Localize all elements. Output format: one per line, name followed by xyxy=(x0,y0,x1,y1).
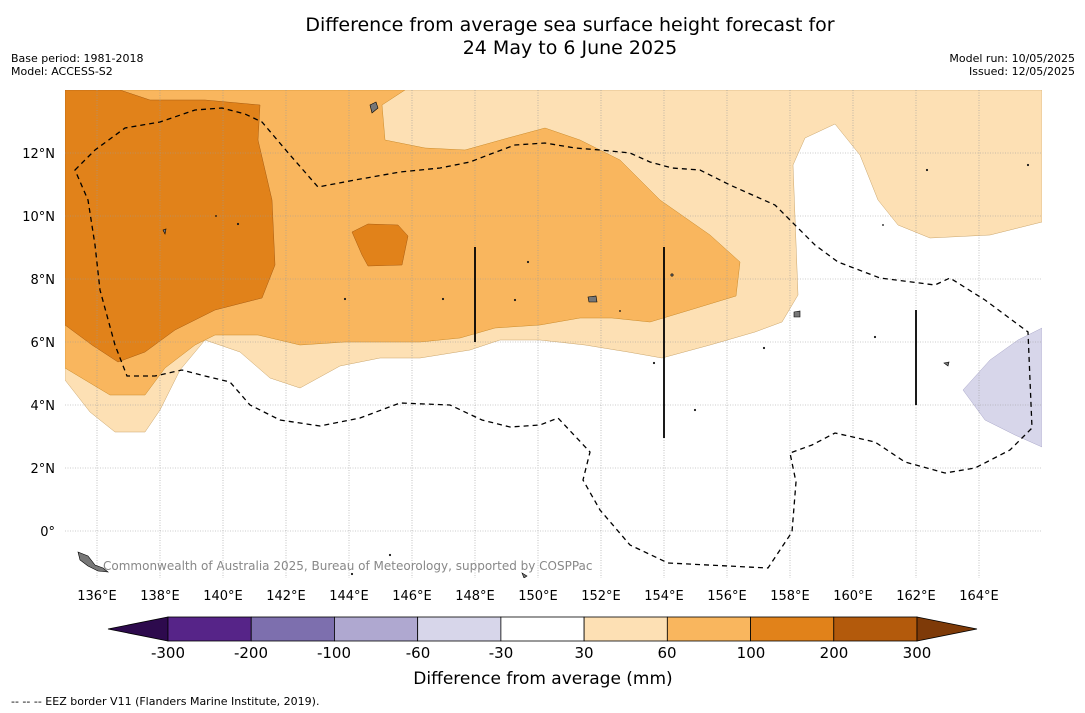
lon-tick-label: 144°E xyxy=(329,589,369,604)
lon-tick-label: 138°E xyxy=(140,589,180,604)
anomaly-region-100-200-patch xyxy=(351,223,409,267)
colorbar-tick-label: 60 xyxy=(657,644,676,662)
model-text: Model: ACCESS-S2 xyxy=(11,65,113,78)
model-run-text: Model run: 10/05/2025 xyxy=(949,52,1075,65)
lon-tick-label: 136°E xyxy=(77,589,117,604)
colorbar-tick-label: 300 xyxy=(903,644,932,662)
anomaly-region-100-200 xyxy=(65,90,276,363)
chart-title: Difference from average sea surface heig… xyxy=(0,14,1085,60)
colorbar-segments xyxy=(167,616,918,642)
colorbar-tick-label: 200 xyxy=(820,644,849,662)
longitude-tick-labels: 136°E 138°E 140°E 142°E 144°E 146°E 148°… xyxy=(77,589,999,604)
colorbar-tick-label: -60 xyxy=(406,644,431,662)
title-line-2: 24 May to 6 June 2025 xyxy=(462,37,678,59)
anomaly-region-neg30-neg60 xyxy=(962,327,1042,448)
map-area: Commonwealth of Australia 2025, Bureau o… xyxy=(65,90,1042,578)
colorbar-tick-label: 30 xyxy=(574,644,593,662)
colorbar-segment xyxy=(417,616,502,642)
footer-note: -- -- -- EEZ border V11 (Flanders Marine… xyxy=(11,695,320,708)
lat-tick-label: 2°N xyxy=(31,462,56,477)
colorbar-tick-labels: -300 -200 -100 -60 -30 30 60 100 200 300 xyxy=(151,644,931,662)
lon-tick-label: 142°E xyxy=(266,589,306,604)
lon-tick-label: 152°E xyxy=(581,589,621,604)
colorbar-extend-high xyxy=(916,616,978,642)
colorbar-segment xyxy=(500,616,585,642)
lon-tick-label: 164°E xyxy=(959,589,999,604)
lat-tick-label: 10°N xyxy=(22,210,55,225)
lat-tick-label: 0° xyxy=(40,525,55,540)
lon-tick-label: 150°E xyxy=(518,589,558,604)
colorbar-tick-label: -30 xyxy=(489,644,514,662)
lat-tick-label: 8°N xyxy=(31,273,56,288)
lon-tick-label: 154°E xyxy=(644,589,684,604)
lon-tick-label: 140°E xyxy=(203,589,243,604)
colorbar-segment xyxy=(666,616,751,642)
eez-border-palau-fsm xyxy=(74,107,1033,569)
lat-tick-label: 4°N xyxy=(31,399,56,414)
lat-tick-label: 12°N xyxy=(22,147,55,162)
colorbar-tick-label: -300 xyxy=(151,644,185,662)
title-line-1: Difference from average sea surface heig… xyxy=(305,14,835,36)
boundary-segments xyxy=(474,247,917,438)
colorbar-segment xyxy=(167,616,252,642)
islands xyxy=(77,101,1030,578)
map-gridlines xyxy=(65,90,1042,578)
colorbar-title: Difference from average (mm) xyxy=(413,669,672,689)
colorbar-segment xyxy=(250,616,335,642)
lon-tick-label: 158°E xyxy=(770,589,810,604)
colorbar-segment xyxy=(334,616,419,642)
issued-text: Issued: 12/05/2025 xyxy=(968,65,1075,78)
latitude-tick-labels: 12°N 10°N 8°N 6°N 4°N 2°N 0° xyxy=(22,147,55,540)
colorbar-segment xyxy=(833,616,918,642)
colorbar-tick-label: 100 xyxy=(737,644,766,662)
lon-tick-label: 148°E xyxy=(455,589,495,604)
colorbar-segment xyxy=(750,616,835,642)
colorbar-tick-label: -100 xyxy=(317,644,351,662)
meta-right: Model run: 10/05/2025 Issued: 12/05/2025 xyxy=(949,52,1075,78)
colorbar-tick-label: -200 xyxy=(234,644,268,662)
colorbar-segment xyxy=(583,616,668,642)
colorbar-extend-low xyxy=(107,616,169,642)
lon-tick-label: 156°E xyxy=(707,589,747,604)
meta-left: Base period: 1981-2018 Model: ACCESS-S2 xyxy=(11,52,143,78)
lon-tick-label: 160°E xyxy=(833,589,873,604)
base-period-text: Base period: 1981-2018 xyxy=(11,52,144,65)
lon-tick-label: 146°E xyxy=(392,589,432,604)
map-credit: Commonwealth of Australia 2025, Bureau o… xyxy=(103,559,593,573)
lat-tick-label: 6°N xyxy=(31,336,56,351)
colorbar: -300 -200 -100 -60 -30 30 60 100 200 300… xyxy=(107,616,978,689)
lon-tick-label: 162°E xyxy=(896,589,936,604)
